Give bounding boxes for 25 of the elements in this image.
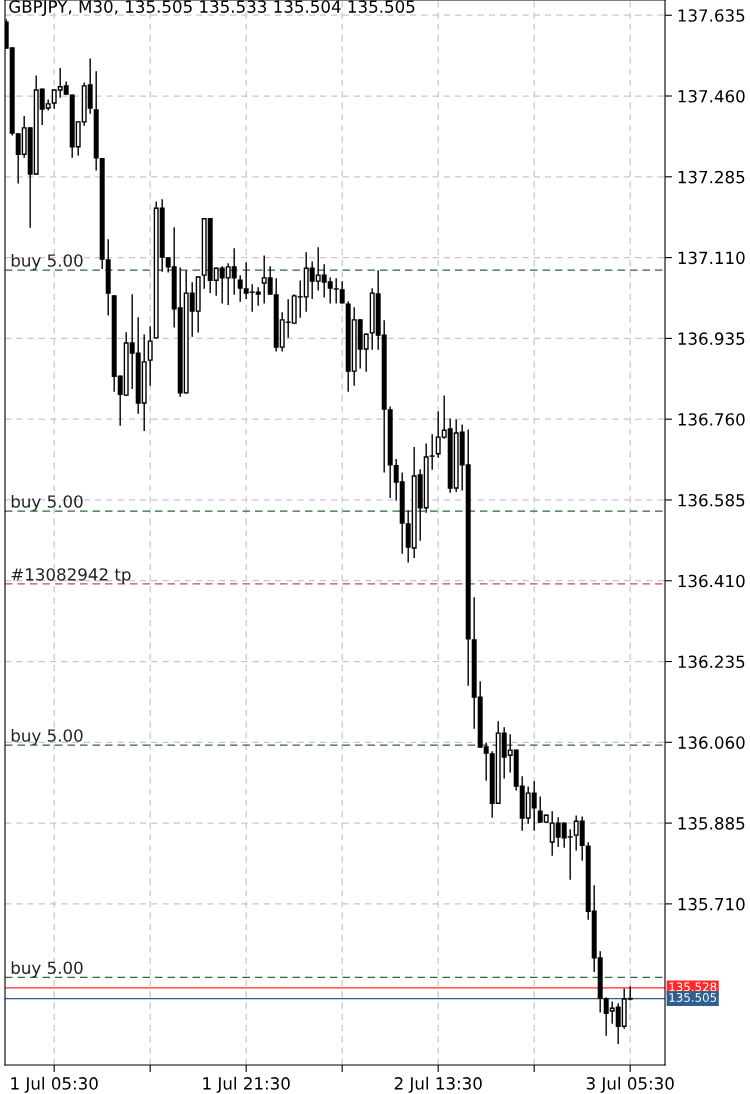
y-tick-label: 137.460 (678, 89, 745, 103)
ref-line-label: buy 5.00 (11, 728, 83, 746)
candlestick (147, 326, 153, 386)
y-tick-label: 136.410 (678, 574, 745, 588)
ref-line-label: buy 5.00 (11, 494, 83, 512)
y-tick-label: 136.235 (678, 655, 745, 669)
x-tick-label: 3 Jul 05:30 (586, 1076, 674, 1093)
ref-line-label: buy 5.00 (11, 961, 83, 978)
ref-line-label: 135.528 (669, 982, 717, 992)
ref-line-label: 135.505 (669, 993, 717, 1002)
y-tick-label: 137.110 (678, 251, 745, 265)
y-tick-label: 136.760 (678, 413, 745, 426)
x-tick-label: 1 Jul 05:30 (11, 1076, 98, 1093)
x-tick-label: 1 Jul 21:30 (203, 1076, 290, 1093)
y-tick-label: 137.635 (678, 9, 745, 22)
chart-title: GBPJPY, M30, 135.505 135.533 135.504 135.505 (9, 0, 415, 16)
y-tick-label: 136.935 (678, 332, 745, 345)
y-tick-label: 136.060 (678, 736, 745, 749)
ref-line-label: #13082942 tp (11, 568, 131, 584)
y-tick-label: 137.285 (678, 170, 745, 184)
ref-line-label: buy 5.00 (11, 253, 83, 271)
x-tick-label: 2 Jul 13:30 (394, 1076, 482, 1093)
y-tick-label: 136.585 (678, 493, 745, 507)
y-tick-label: 135.710 (678, 897, 745, 911)
y-tick-label: 135.885 (678, 817, 745, 830)
